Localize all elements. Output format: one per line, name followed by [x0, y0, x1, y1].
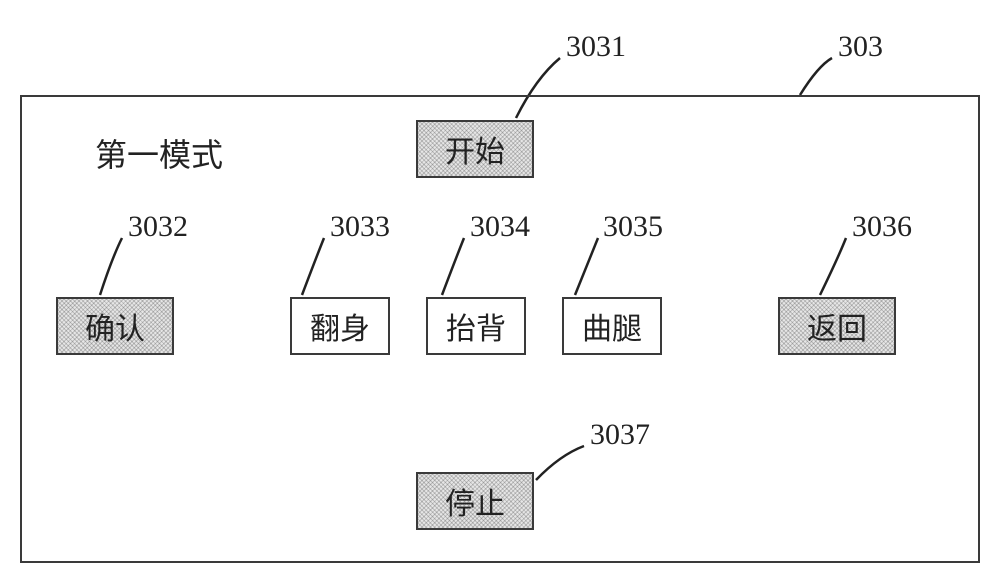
stop-button[interactable]: 停止	[416, 472, 534, 530]
callout-3034: 3034	[470, 210, 530, 244]
callout-3031: 3031	[566, 30, 626, 64]
turn-label: 翻身	[310, 304, 370, 348]
raise-button[interactable]: 抬背	[426, 297, 526, 355]
start-label: 开始	[445, 127, 505, 171]
diagram-canvas: 第一模式 开始 确认 翻身 抬背 曲腿 返回 停止 3031 303 3032 …	[0, 0, 1000, 585]
callout-3035: 3035	[603, 210, 663, 244]
bend-button[interactable]: 曲腿	[562, 297, 662, 355]
callout-303: 303	[838, 30, 883, 64]
mode-title: 第一模式	[95, 130, 223, 176]
callout-3032: 3032	[128, 210, 188, 244]
callout-3033: 3033	[330, 210, 390, 244]
callout-3036: 3036	[852, 210, 912, 244]
confirm-label: 确认	[85, 304, 145, 348]
back-button[interactable]: 返回	[778, 297, 896, 355]
bend-label: 曲腿	[582, 304, 642, 348]
confirm-button[interactable]: 确认	[56, 297, 174, 355]
callout-3037: 3037	[590, 418, 650, 452]
raise-label: 抬背	[446, 304, 506, 348]
start-button[interactable]: 开始	[416, 120, 534, 178]
stop-label: 停止	[445, 479, 505, 523]
turn-button[interactable]: 翻身	[290, 297, 390, 355]
back-label: 返回	[807, 304, 867, 348]
